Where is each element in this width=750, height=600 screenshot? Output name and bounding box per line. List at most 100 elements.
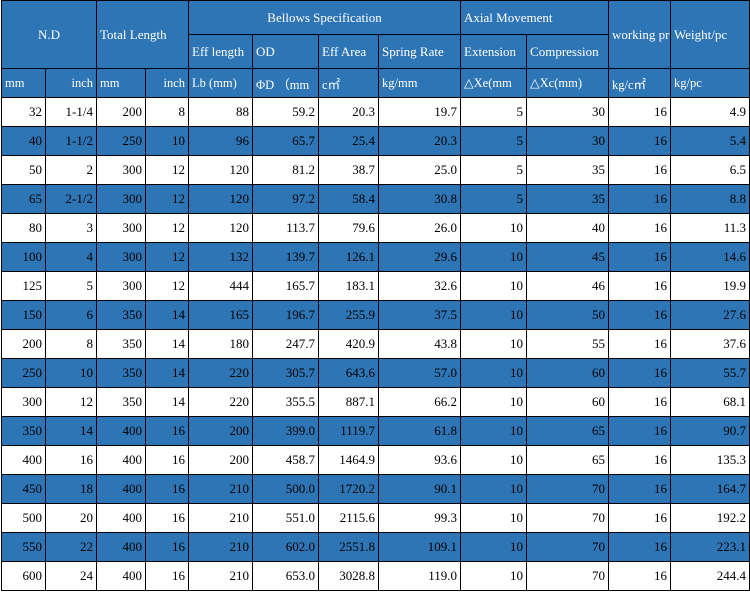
cell-nd-mm: 100 bbox=[1, 242, 46, 272]
cell-total-length-inch: 16 bbox=[144, 445, 190, 475]
cell-total-length-mm: 400 bbox=[96, 532, 146, 562]
cell-eff-area: 183.1 bbox=[318, 271, 380, 301]
cell-nd-inch: 20 bbox=[45, 503, 97, 533]
extension-header: Extension bbox=[460, 34, 528, 69]
cell-total-length-inch: 14 bbox=[144, 329, 190, 359]
cell-eff-length: 96 bbox=[188, 126, 254, 156]
cell-eff-area: 1464.9 bbox=[318, 445, 380, 475]
table-row: 125 5 300 12 444 165.7 183.1 32.6 10 46 16 19.9 bbox=[1, 271, 750, 301]
cell-extension: 10 bbox=[460, 358, 528, 388]
cell-nd-mm: 65 bbox=[1, 184, 46, 214]
cell-compression: 35 bbox=[526, 155, 610, 185]
cell-nd-mm: 40 bbox=[1, 126, 46, 156]
cell-nd-inch: 12 bbox=[45, 387, 97, 417]
cell-od: 399.0 bbox=[252, 416, 320, 446]
cell-eff-length: 132 bbox=[188, 242, 254, 272]
cell-extension: 5 bbox=[460, 184, 528, 214]
spring-rate-header: Spring Rate bbox=[378, 34, 462, 69]
unit-lb: Lb (mm) bbox=[188, 68, 254, 98]
cell-eff-length: 200 bbox=[188, 416, 254, 446]
unit-spring: kg/mm bbox=[378, 68, 462, 98]
cell-working-pressure: 16 bbox=[608, 532, 672, 562]
cell-compression: 70 bbox=[526, 474, 610, 504]
cell-compression: 70 bbox=[526, 532, 610, 562]
cell-extension: 10 bbox=[460, 329, 528, 359]
eff-length-header: Eff length bbox=[188, 34, 254, 69]
cell-weight: 37.6 bbox=[670, 329, 750, 359]
cell-nd-inch: 4 bbox=[45, 242, 97, 272]
cell-spring-rate: 19.7 bbox=[378, 97, 462, 127]
cell-total-length-mm: 350 bbox=[96, 358, 146, 388]
cell-od: 500.0 bbox=[252, 474, 320, 504]
table-row: 32 1-1/4 200 8 88 59.2 20.3 19.7 5 30 16 4.9 bbox=[1, 97, 750, 127]
cell-weight: 192.2 bbox=[670, 503, 750, 533]
cell-compression: 35 bbox=[526, 184, 610, 214]
cell-working-pressure: 16 bbox=[608, 97, 672, 127]
cell-total-length-inch: 12 bbox=[144, 155, 190, 185]
bellows-spec-header: Bellows Specification bbox=[188, 0, 462, 35]
cell-nd-inch: 10 bbox=[45, 358, 97, 388]
cell-od: 139.7 bbox=[252, 242, 320, 272]
cell-od: 59.2 bbox=[252, 97, 320, 127]
cell-total-length-inch: 14 bbox=[144, 387, 190, 417]
cell-working-pressure: 16 bbox=[608, 184, 672, 214]
cell-spring-rate: 57.0 bbox=[378, 358, 462, 388]
cell-total-length-inch: 16 bbox=[144, 474, 190, 504]
cell-total-length-mm: 300 bbox=[96, 271, 146, 301]
cell-total-length-inch: 8 bbox=[144, 97, 190, 127]
table-row: 80 3 300 12 120 113.7 79.6 26.0 10 40 16 11.3 bbox=[1, 213, 750, 243]
cell-total-length-mm: 300 bbox=[96, 213, 146, 243]
cell-spring-rate: 119.0 bbox=[378, 561, 462, 591]
cell-eff-area: 887.1 bbox=[318, 387, 380, 417]
cell-weight: 164.7 bbox=[670, 474, 750, 504]
table-row: 100 4 300 12 132 139.7 126.1 29.6 10 45 16 14.6 bbox=[1, 242, 750, 272]
cell-total-length-mm: 400 bbox=[96, 416, 146, 446]
cell-compression: 40 bbox=[526, 213, 610, 243]
cell-spring-rate: 109.1 bbox=[378, 532, 462, 562]
cell-compression: 70 bbox=[526, 503, 610, 533]
cell-od: 97.2 bbox=[252, 184, 320, 214]
cell-total-length-mm: 200 bbox=[96, 97, 146, 127]
cell-nd-mm: 50 bbox=[1, 155, 46, 185]
unit-area: c㎡ bbox=[318, 68, 380, 98]
cell-extension: 10 bbox=[460, 474, 528, 504]
cell-compression: 60 bbox=[526, 387, 610, 417]
cell-weight: 27.6 bbox=[670, 300, 750, 330]
unit-od: ΦD （mm bbox=[252, 68, 320, 98]
cell-eff-length: 210 bbox=[188, 532, 254, 562]
cell-working-pressure: 16 bbox=[608, 416, 672, 446]
cell-nd-mm: 32 bbox=[1, 97, 46, 127]
cell-eff-length: 210 bbox=[188, 474, 254, 504]
cell-working-pressure: 16 bbox=[608, 126, 672, 156]
cell-total-length-mm: 350 bbox=[96, 387, 146, 417]
cell-eff-length: 120 bbox=[188, 184, 254, 214]
cell-nd-mm: 350 bbox=[1, 416, 46, 446]
cell-compression: 60 bbox=[526, 358, 610, 388]
cell-od: 602.0 bbox=[252, 532, 320, 562]
cell-nd-inch: 5 bbox=[45, 271, 97, 301]
cell-nd-mm: 125 bbox=[1, 271, 46, 301]
cell-total-length-mm: 300 bbox=[96, 242, 146, 272]
cell-od: 113.7 bbox=[252, 213, 320, 243]
cell-weight: 223.1 bbox=[670, 532, 750, 562]
cell-nd-mm: 450 bbox=[1, 474, 46, 504]
table-row: 50 2 300 12 120 81.2 38.7 25.0 5 35 16 6.5 bbox=[1, 155, 750, 185]
cell-spring-rate: 66.2 bbox=[378, 387, 462, 417]
cell-spring-rate: 30.8 bbox=[378, 184, 462, 214]
unit-tl-inch: inch bbox=[144, 68, 190, 98]
cell-od: 551.0 bbox=[252, 503, 320, 533]
cell-compression: 45 bbox=[526, 242, 610, 272]
cell-total-length-mm: 300 bbox=[96, 184, 146, 214]
cell-working-pressure: 16 bbox=[608, 300, 672, 330]
cell-working-pressure: 16 bbox=[608, 358, 672, 388]
cell-extension: 10 bbox=[460, 387, 528, 417]
cell-extension: 5 bbox=[460, 126, 528, 156]
cell-eff-area: 38.7 bbox=[318, 155, 380, 185]
cell-working-pressure: 16 bbox=[608, 271, 672, 301]
cell-compression: 65 bbox=[526, 416, 610, 446]
cell-nd-mm: 600 bbox=[1, 561, 46, 591]
cell-eff-area: 1720.2 bbox=[318, 474, 380, 504]
cell-weight: 4.9 bbox=[670, 97, 750, 127]
table-row: 500 20 400 16 210 551.0 2115.6 99.3 10 70 16 192.2 bbox=[1, 503, 750, 533]
cell-od: 65.7 bbox=[252, 126, 320, 156]
